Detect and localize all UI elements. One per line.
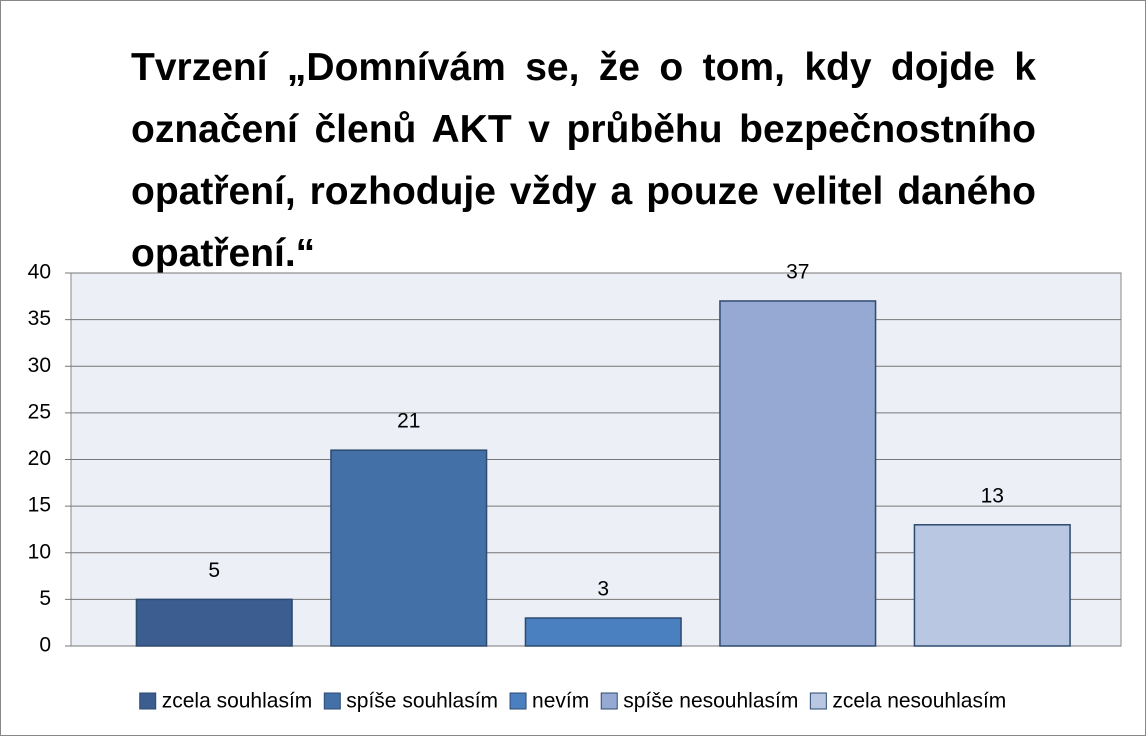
- y-tick-label: 15: [28, 494, 51, 517]
- legend-swatch: [139, 692, 157, 710]
- y-tick-label: 25: [28, 400, 51, 423]
- y-tick-label: 10: [28, 540, 51, 563]
- legend-swatch: [323, 692, 341, 710]
- bar: [719, 300, 877, 647]
- y-tick-label: 0: [39, 634, 51, 657]
- y-tick-label: 20: [28, 447, 51, 470]
- chart-title: Tvrzení „Domnívám se, že o tom, kdy dojd…: [131, 46, 1036, 275]
- data-label: 13: [981, 484, 1004, 507]
- legend-swatch: [809, 692, 827, 710]
- bar: [330, 449, 488, 647]
- legend-label: spíše souhlasím: [346, 690, 498, 713]
- y-tick-label: 35: [28, 307, 51, 330]
- legend-label: nevím: [532, 690, 589, 713]
- legend-swatch: [509, 692, 527, 710]
- legend-label: spíše nesouhlasím: [623, 690, 798, 713]
- bar: [524, 617, 682, 647]
- data-label: 5: [208, 559, 220, 582]
- y-tick-label: 40: [28, 261, 51, 284]
- data-label: 21: [397, 410, 420, 433]
- data-label: 3: [597, 578, 609, 601]
- bar: [135, 598, 293, 647]
- legend-swatch: [600, 692, 618, 710]
- legend-label: zcela souhlasím: [162, 690, 313, 713]
- y-tick-label: 30: [28, 354, 51, 377]
- bar: [913, 524, 1071, 647]
- legend-label: zcela nesouhlasím: [832, 690, 1006, 713]
- data-label: 37: [786, 261, 809, 284]
- y-tick-label: 5: [39, 587, 51, 610]
